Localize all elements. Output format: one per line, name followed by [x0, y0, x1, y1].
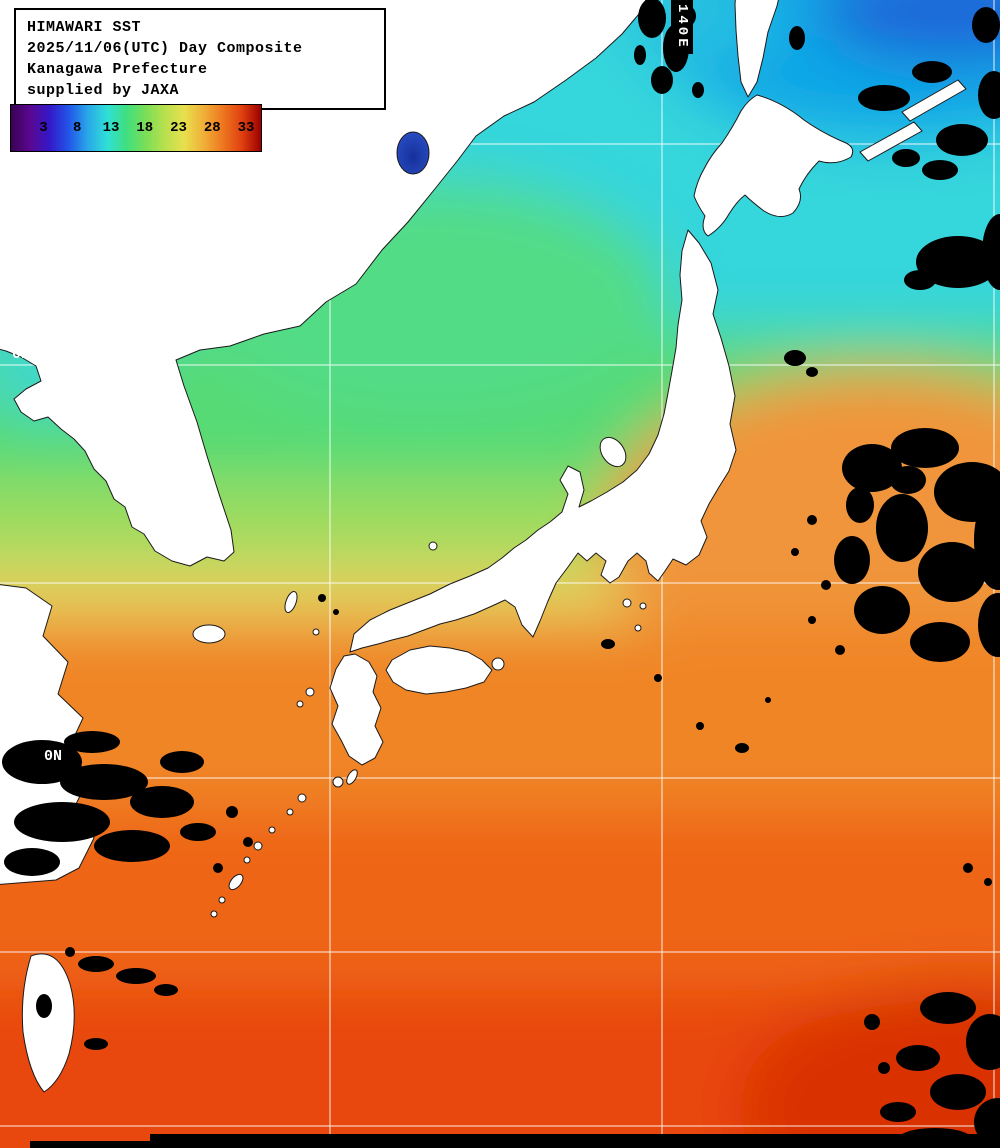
land-honshu [349, 229, 737, 653]
colorbar-tick: 3 [39, 120, 48, 136]
land-tanegashima-island [346, 769, 358, 785]
lake-khanka [396, 131, 430, 175]
attribution-line: supplied by JAXA [27, 82, 180, 99]
land-kuril-islands [859, 121, 923, 162]
land-iki-island [312, 628, 320, 636]
land-hokkaido [693, 94, 854, 237]
land-shikoku [385, 645, 493, 695]
land-jeju-island [192, 624, 226, 644]
grid-label-latitude-upper: 0N [12, 346, 31, 363]
land-tsushima-island [284, 591, 298, 613]
land-yakushima-island [332, 776, 344, 788]
colorbar-tick: 8 [73, 120, 82, 136]
date-composite-line: 2025/11/06(UTC) Day Composite [27, 40, 303, 57]
colorbar-tick: 33 [237, 120, 255, 136]
colorbar-tick: 23 [170, 120, 187, 136]
colorbar-tick: 28 [203, 120, 221, 136]
land-kyushu [329, 653, 384, 766]
colorbar-tick: 18 [136, 120, 154, 136]
grid-label-longitude-140e: 140E [671, 0, 693, 54]
land-taiwan [21, 953, 75, 1093]
grid-label-latitude-lower: 0N [44, 748, 63, 765]
land-oki-island [428, 541, 438, 551]
product-title: HIMAWARI SST [27, 19, 142, 36]
land-sado-island [599, 436, 627, 468]
land-izu-oshima-island [622, 598, 632, 608]
colorbar-tick: 13 [102, 120, 120, 136]
land-sakhalin [734, 0, 779, 98]
colorbar-gradient [11, 105, 261, 151]
land-goto-island [305, 687, 315, 697]
land-izu-island [639, 602, 647, 610]
land-goto-island [296, 700, 304, 708]
land-awaji-island [491, 657, 505, 671]
region-line: Kanagawa Prefecture [27, 61, 208, 78]
land-kuril-islands [901, 79, 967, 122]
sst-colorbar: 3 8 13 18 23 28 33 [10, 104, 262, 152]
land-izu-island [634, 624, 642, 632]
land-ryukyu-island-chain [210, 793, 307, 918]
title-box: HIMAWARI SST 2025/11/06(UTC) Day Composi… [14, 8, 386, 110]
